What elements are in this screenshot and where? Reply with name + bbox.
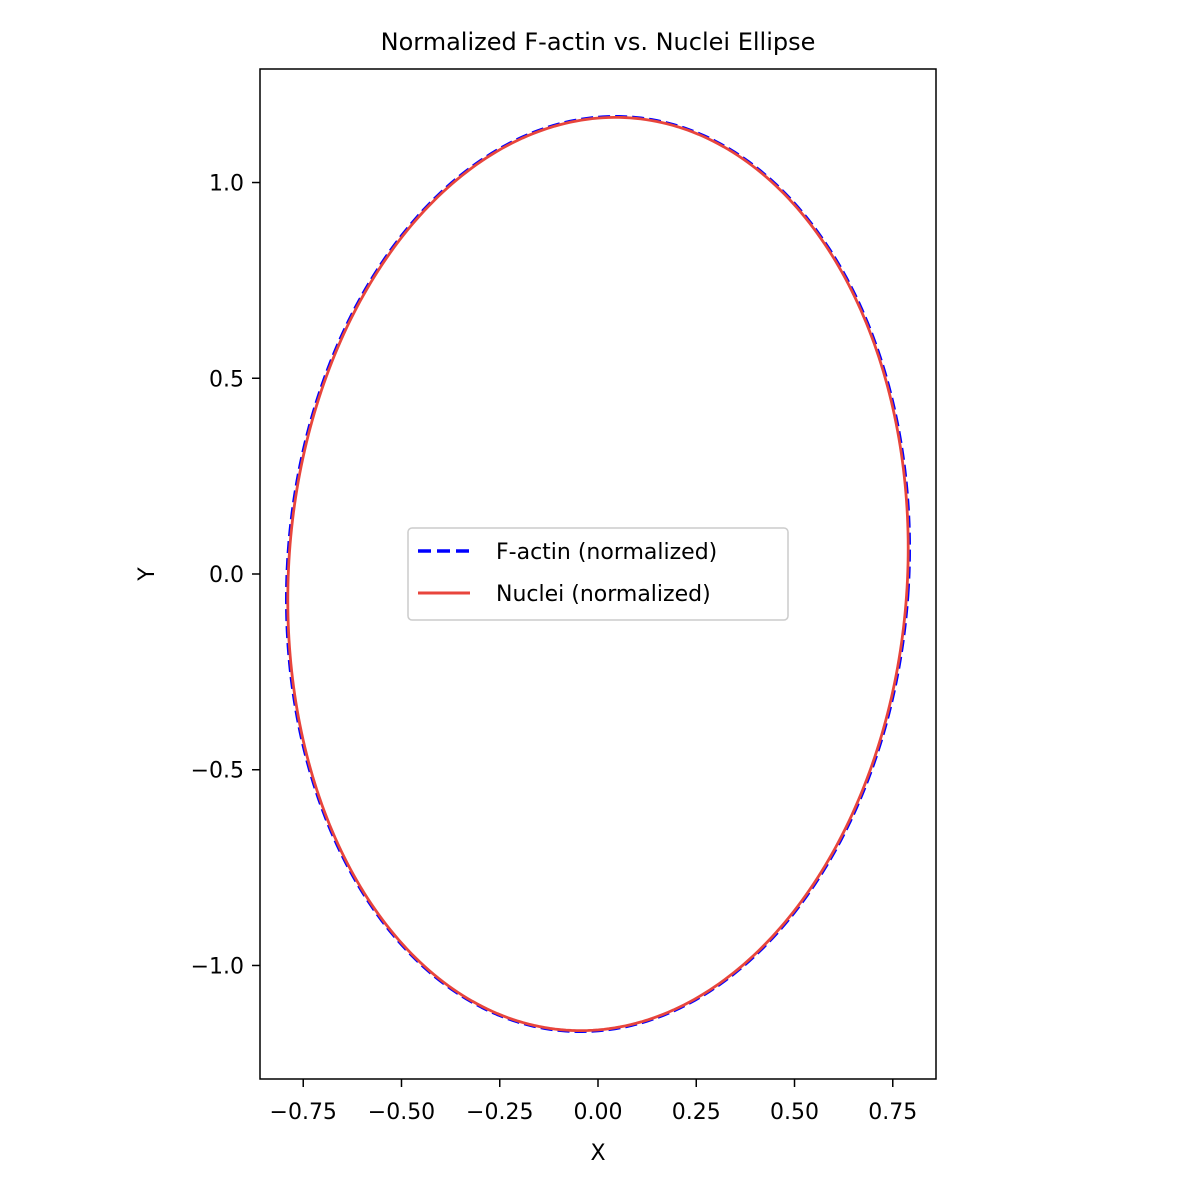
y-tick-label: 0.0 [209,563,244,588]
legend-label-nuclei: Nuclei (normalized) [496,582,711,607]
chart-title: Normalized F-actin vs. Nuclei Ellipse [381,28,816,56]
y-tick-label: 0.5 [209,367,244,392]
x-tick-label: 0.75 [868,1100,917,1125]
y-axis-ticks: −1.0 −0.5 0.0 0.5 1.0 [191,172,260,979]
x-tick-label: −0.50 [368,1100,435,1125]
x-axis-ticks: −0.75 −0.50 −0.25 0.00 0.25 0.50 0.75 [270,1079,917,1125]
series-line-nuclei [286,115,910,1033]
x-tick-label: −0.25 [466,1100,533,1125]
legend: F-actin (normalized) Nuclei (normalized) [407,527,789,621]
series-layer [285,114,911,1034]
legend-label-f-actin: F-actin (normalized) [496,540,717,565]
y-axis-label: Y [135,567,160,582]
y-tick-label: −1.0 [191,954,244,979]
y-tick-label: 1.0 [209,172,244,197]
y-tick-label: −0.5 [191,759,244,784]
x-tick-label: −0.75 [270,1100,337,1125]
x-tick-label: 0.25 [672,1100,721,1125]
legend-frame [407,527,789,621]
x-tick-label: 0.50 [770,1100,819,1125]
x-tick-label: 0.00 [574,1100,623,1125]
x-axis-label: X [590,1141,605,1166]
